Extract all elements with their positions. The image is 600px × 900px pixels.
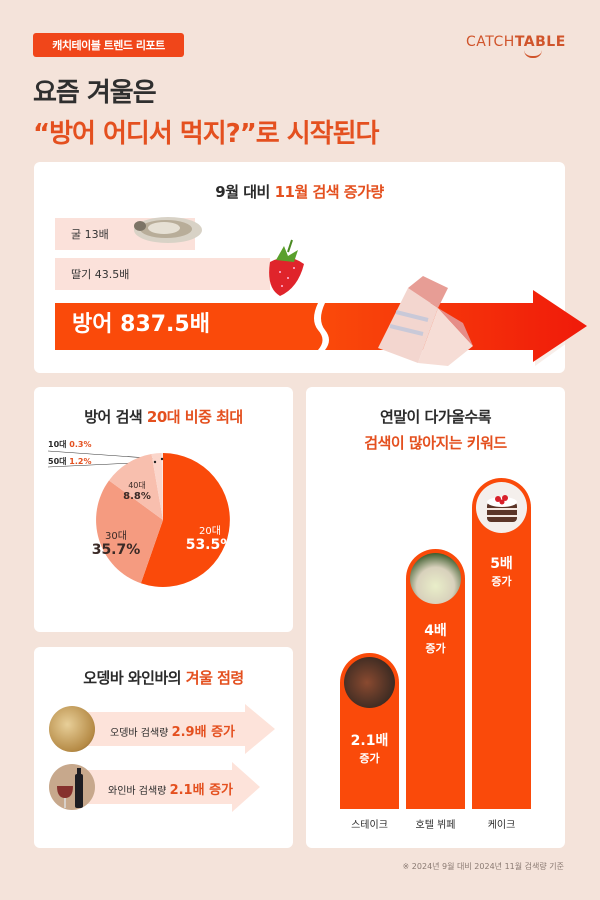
bar-suffix: 증가 <box>359 752 380 765</box>
oden-row-text: 오뎅바 검색량 2.9배 증가 <box>110 721 235 740</box>
slice-20s: 20대 53.5% <box>180 522 240 553</box>
oden-wine-title: 오뎅바 와인바의 겨울 점령 <box>34 667 293 688</box>
logo-light-text: CATCH <box>466 34 515 50</box>
catchtable-logo: CATCHTABLE <box>466 34 566 50</box>
yellowtail-icon <box>368 268 478 368</box>
title-prefix: 오뎅바 와인바의 <box>83 669 186 687</box>
logo-smile-icon <box>524 50 542 58</box>
bar-value: 4배 <box>424 623 447 639</box>
slice-age: 20대 <box>199 526 221 537</box>
report-badge: 캐치테이블 트렌드 리포트 <box>33 33 184 57</box>
label-steak: 스테이크 <box>351 820 388 831</box>
logo-bold-text: TABLE <box>514 34 566 50</box>
oden-icon <box>49 706 95 752</box>
slice-age: 40대 <box>128 481 146 490</box>
wine-icon <box>49 764 95 810</box>
page-title-line2: “방어 어디서 먹지?”로 시작된다 <box>33 119 379 149</box>
strawberry-bar: 딸기 43.5배 <box>55 258 270 290</box>
row-value: 2.9배 증가 <box>171 725 235 740</box>
slice-pct: 8.8% <box>123 491 151 502</box>
search-increase-title: 9월 대비 11월 검색 증가량 <box>34 181 565 202</box>
wine-arrow <box>60 762 260 812</box>
slice-30s: 30대 35.7% <box>86 527 146 558</box>
row-value: 2.1배 증가 <box>169 783 233 798</box>
oyster-label: 굴 13배 <box>71 228 109 241</box>
title-accent: 20대 비중 최대 <box>146 408 243 426</box>
oyster-icon <box>132 212 204 246</box>
page-title-line1: 요즘 겨울은 <box>33 78 157 108</box>
yellowtail-label: 방어 837.5배 <box>72 312 210 337</box>
age-share-title: 방어 검색 20대 비중 최대 <box>34 406 293 427</box>
title-prefix: 9월 대비 <box>215 183 275 201</box>
keywords-title-line2: 검색이 많아지는 키워드 <box>364 434 507 452</box>
strawberry-label: 딸기 43.5배 <box>71 268 130 281</box>
footnote: ※ 2024년 9월 대비 2024년 11월 검색량 기준 <box>402 862 564 871</box>
bar-cake: 5배 증가 <box>472 478 531 809</box>
label-cake: 케이크 <box>487 820 516 831</box>
wine-row-text: 와인바 검색량 2.1배 증가 <box>108 779 233 798</box>
cake-icon <box>476 482 527 533</box>
callout-pct: 0.3% <box>69 440 92 449</box>
row-label: 와인바 검색량 <box>108 786 170 797</box>
row-label: 오뎅바 검색량 <box>110 728 172 739</box>
slice-age: 30대 <box>105 531 127 542</box>
keywords-title-line1: 연말이 다가올수록 <box>379 408 492 426</box>
slice-pct: 53.5% <box>185 537 235 553</box>
bar-suffix: 증가 <box>491 575 512 588</box>
oden-arrow <box>60 704 275 754</box>
steak-icon <box>344 657 395 708</box>
bar-value: 2.1배 <box>350 733 389 749</box>
title-prefix: 방어 검색 <box>84 408 147 426</box>
title-accent: 11월 검색 증가량 <box>274 183 385 201</box>
callout-age: 10대 <box>48 440 67 449</box>
label-hotel-buffet: 호텔 뷔페 <box>415 820 456 831</box>
callout-pct: 1.2% <box>69 457 92 466</box>
slice-pct: 35.7% <box>91 542 141 558</box>
callout-10s: 10대 0.3% <box>48 439 91 450</box>
bar-value: 5배 <box>490 556 513 572</box>
title-accent: 겨울 점령 <box>185 669 244 687</box>
bar-hotel-buffet: 4배 증가 <box>406 549 465 809</box>
bar-steak: 2.1배 증가 <box>340 653 399 809</box>
buffet-icon <box>410 553 461 604</box>
strawberry-icon <box>262 238 314 300</box>
callout-age: 50대 <box>48 457 67 466</box>
slice-40s: 40대 8.8% <box>115 480 159 502</box>
callout-50s: 50대 1.2% <box>48 456 91 467</box>
age-pie-chart <box>47 450 230 587</box>
bar-suffix: 증가 <box>425 642 446 655</box>
